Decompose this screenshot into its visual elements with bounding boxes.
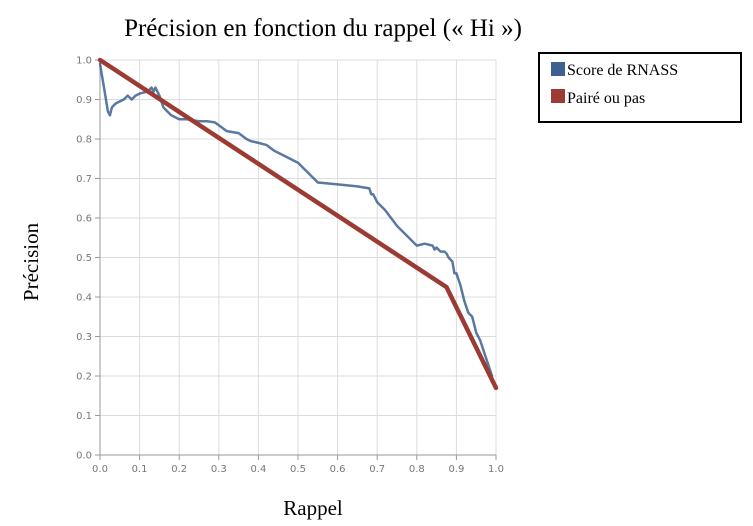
y-tick-label: 0.5 (76, 253, 92, 264)
x-tick-label: 1.0 (488, 464, 504, 475)
y-axis-title: Précision (19, 222, 43, 301)
legend: Score de RNASS Pairé ou pas (538, 52, 742, 123)
y-tick-label: 0.9 (76, 95, 92, 106)
series-line-paire-ou-pas (97, 57, 499, 391)
y-tick-label: 1.0 (76, 56, 92, 67)
x-tick-label: 0.1 (132, 464, 148, 475)
x-tick-label: 0.8 (409, 464, 425, 475)
y-tick-label: 0.6 (76, 214, 92, 225)
x-tick-label: 0.2 (171, 464, 187, 475)
legend-label-paire-ou-pas: Pairé ou pas (567, 90, 645, 107)
x-tick-label: 0.9 (448, 464, 464, 475)
y-tick-label: 0.2 (76, 372, 92, 383)
grid (99, 59, 497, 456)
x-tick-label: 0.7 (369, 464, 385, 475)
x-tick-label: 0.4 (250, 464, 266, 475)
x-tick-label: 0.0 (92, 464, 108, 475)
x-tick-label: 0.6 (330, 464, 346, 475)
legend-label-score-rnass: Score de RNASS (567, 62, 678, 79)
y-tick-label: 0.1 (76, 411, 92, 422)
legend-swatch-paire-ou-pas (551, 89, 565, 103)
legend-swatch-score-rnass (551, 62, 565, 76)
y-tick-label: 0.8 (76, 135, 92, 146)
legend-box (538, 52, 742, 123)
axes: 0.0 0.1 0.2 0.3 0.4 0.5 0.6 0.7 0.8 0.9 1.0 0.0 0.1 0… (76, 56, 504, 476)
chart-title: Précision en fonction du rappel (« Hi ») (124, 15, 522, 42)
x-axis-title: Rappel (283, 496, 343, 520)
x-tick-label: 0.3 (211, 464, 227, 475)
y-tick-label: 0.4 (76, 293, 92, 304)
x-tick-label: 0.5 (290, 464, 306, 475)
series-layer (97, 57, 499, 391)
series-line-score-de-rnass (98, 62, 494, 378)
y-tick-label: 0.3 (76, 332, 92, 343)
y-tick-label: 0.7 (76, 174, 92, 185)
y-tick-label: 0.0 (76, 451, 92, 462)
